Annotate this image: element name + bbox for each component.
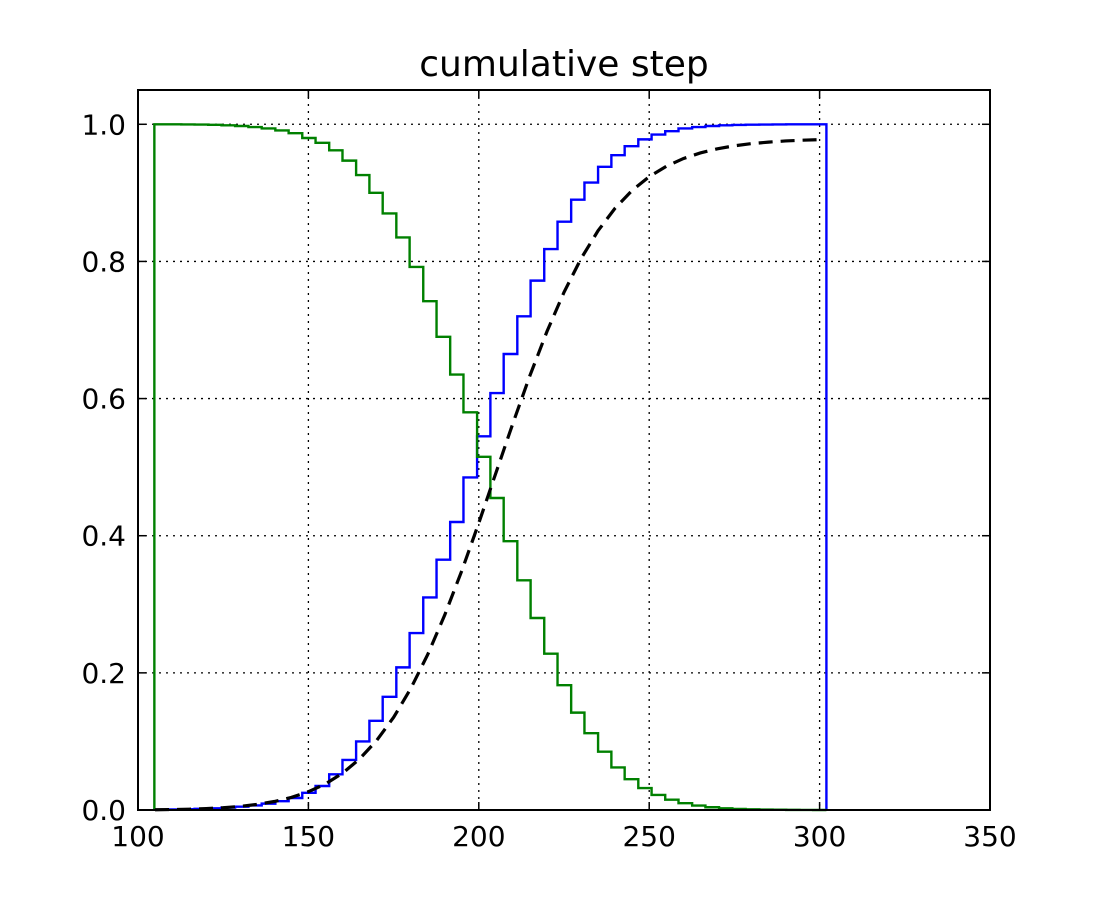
- x-tick-label: 350: [963, 820, 1016, 853]
- x-tick-label: 200: [452, 820, 505, 853]
- y-tick-label: 0.6: [81, 383, 126, 416]
- series-1-step-line: [153, 123, 827, 812]
- y-tick-label: 0.0: [81, 794, 126, 827]
- x-tick-label: 250: [622, 820, 675, 853]
- grid: [138, 90, 990, 810]
- plot-frame: [137, 89, 991, 811]
- y-tick-label: 0.2: [81, 657, 126, 690]
- y-tick-label: 1.0: [81, 108, 126, 141]
- series-2-dashed-line: [155, 138, 820, 812]
- x-tick-label: 300: [793, 820, 846, 853]
- chart-title: cumulative step: [419, 44, 708, 85]
- y-tick-label: 0.4: [81, 520, 126, 553]
- y-tick-label: 0.8: [81, 245, 126, 278]
- series-0-step-line: [153, 123, 828, 811]
- x-tick-label: 100: [111, 820, 164, 853]
- x-tick-label: 150: [282, 820, 335, 853]
- ticks: 100 150 200 250 300 350 0.0 0.2 0.4 0.6 0.8 1.0: [81, 90, 1017, 853]
- series-layer: [153, 123, 828, 812]
